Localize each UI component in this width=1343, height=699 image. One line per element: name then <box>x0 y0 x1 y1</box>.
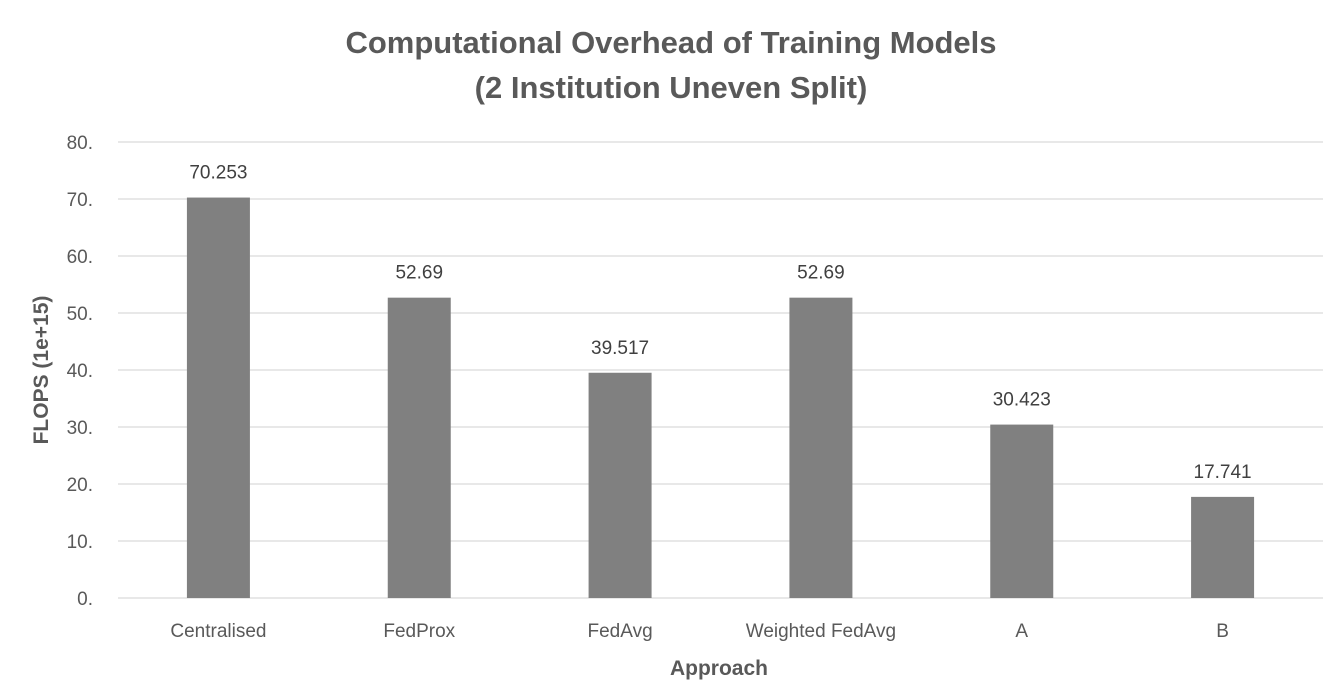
y-tick-label: 10. <box>67 532 93 553</box>
data-labels: 70.253 52.69 39.517 52.69 30.423 17.741 <box>189 163 1251 483</box>
bar <box>789 297 853 598</box>
y-tick-label: 30. <box>67 418 93 439</box>
x-category-label: FedAvg <box>588 621 653 642</box>
y-axis-ticks: 0. 10. 20. 30. 40. 50. 60. 70. 80. <box>67 133 93 610</box>
chart-title-line2: (2 Institution Uneven Split) <box>475 70 868 105</box>
data-label: 39.517 <box>591 338 649 359</box>
data-label: 17.741 <box>1194 462 1252 483</box>
data-label: 70.253 <box>189 163 247 184</box>
x-category-label: Centralised <box>170 621 266 642</box>
chart-title-line1: Computational Overhead of Training Model… <box>345 25 996 60</box>
x-axis-title: Approach <box>670 657 768 680</box>
y-axis-title: FLOPS (1e+15) <box>30 296 53 445</box>
bar <box>186 197 250 598</box>
gridlines <box>118 141 1323 599</box>
bar <box>387 297 451 598</box>
y-tick-label: 80. <box>67 133 93 154</box>
bar <box>1191 496 1255 598</box>
x-category-label: FedProx <box>383 621 455 642</box>
x-category-label: Weighted FedAvg <box>746 621 896 642</box>
y-tick-label: 60. <box>67 247 93 268</box>
x-axis-categories: Centralised FedProx FedAvg Weighted FedAvg A… <box>170 621 1229 642</box>
bars <box>186 197 1255 598</box>
y-tick-label: 0. <box>77 589 93 610</box>
bar <box>588 372 652 598</box>
y-tick-label: 20. <box>67 475 93 496</box>
bar <box>990 424 1054 598</box>
y-tick-label: 40. <box>67 361 93 382</box>
x-category-label: A <box>1015 621 1028 642</box>
data-label: 52.69 <box>797 263 845 284</box>
data-label: 30.423 <box>993 390 1051 411</box>
y-tick-label: 70. <box>67 190 93 211</box>
x-category-label: B <box>1216 621 1229 642</box>
y-tick-label: 50. <box>67 304 93 325</box>
data-label: 52.69 <box>395 263 443 284</box>
